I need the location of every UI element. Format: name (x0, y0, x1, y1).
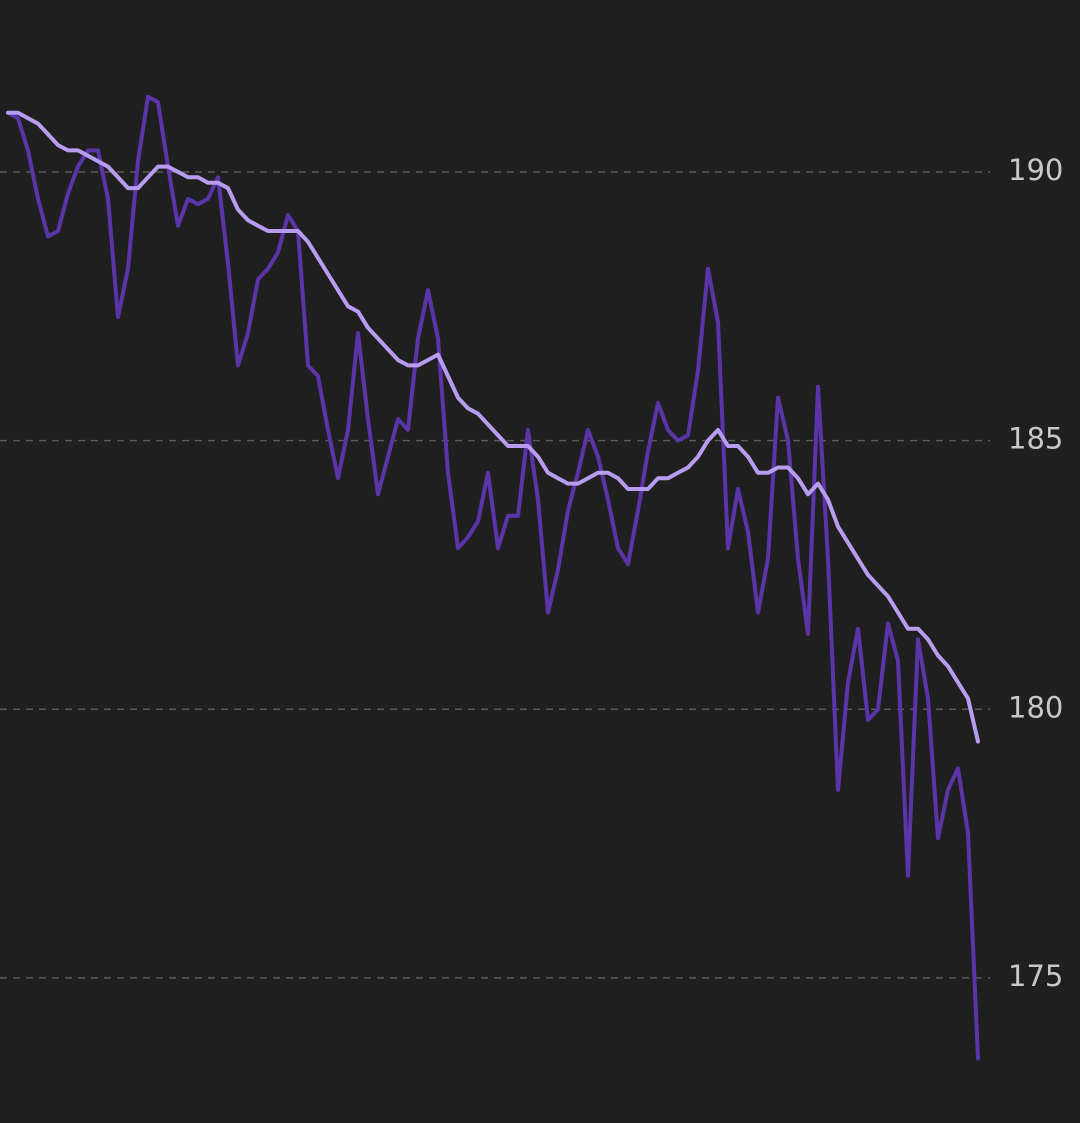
y-tick-label: 180 (1008, 690, 1063, 724)
line-series (6, 94, 980, 1061)
y-tick-label: 175 (1008, 959, 1063, 993)
line-series (6, 110, 980, 744)
y-tick-label: 190 (1008, 153, 1063, 187)
y-tick-label: 185 (1008, 422, 1063, 456)
